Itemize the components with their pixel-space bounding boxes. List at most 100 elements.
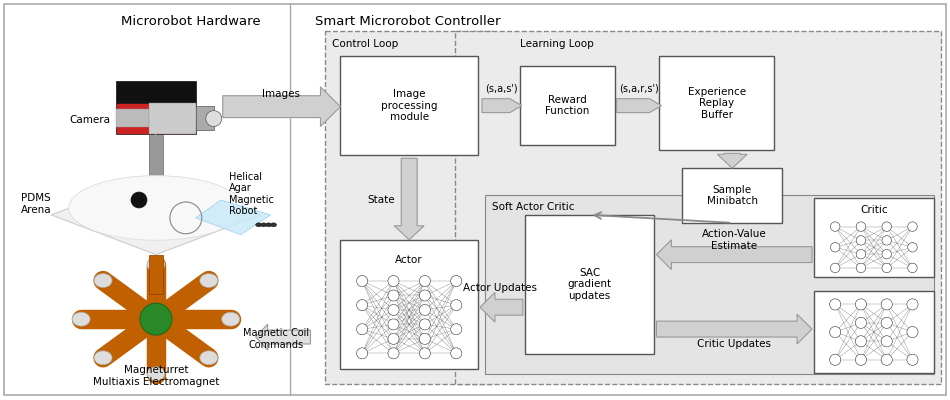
Circle shape [882,263,891,273]
Bar [149,103,196,134]
Circle shape [881,299,892,310]
Circle shape [419,319,430,330]
Ellipse shape [260,223,267,227]
Circle shape [388,319,399,330]
Circle shape [856,222,865,231]
Ellipse shape [221,312,239,326]
Circle shape [829,299,841,310]
Circle shape [388,333,399,344]
Text: Magneturret
Multiaxis Electromagnet: Magneturret Multiaxis Electromagnet [93,365,219,387]
Bar [455,31,940,384]
Ellipse shape [68,176,243,240]
Polygon shape [51,175,260,255]
Circle shape [881,354,892,365]
Bar [156,103,196,134]
Circle shape [388,304,399,316]
Bar [196,106,214,130]
Circle shape [356,348,368,359]
Circle shape [907,299,918,310]
Text: Learning Loop: Learning Loop [520,39,594,49]
Ellipse shape [72,312,90,326]
Text: Sample
Minibatch: Sample Minibatch [707,185,758,206]
Polygon shape [480,292,522,322]
Text: Microrobot Hardware: Microrobot Hardware [121,15,260,28]
Circle shape [450,300,462,311]
Text: Magnetic Coil
Commands: Magnetic Coil Commands [242,328,309,350]
Polygon shape [656,314,812,344]
Text: Soft Actor Critic: Soft Actor Critic [492,202,575,212]
Ellipse shape [140,303,172,335]
Ellipse shape [200,351,218,365]
Text: Action-Value
Estimate: Action-Value Estimate [702,229,767,250]
Circle shape [388,276,399,286]
Text: Critic Updates: Critic Updates [697,339,771,349]
Polygon shape [256,324,311,350]
Circle shape [419,304,430,316]
Text: Camera: Camera [69,114,110,124]
Circle shape [206,111,221,126]
Bar [149,130,162,195]
Circle shape [450,348,462,359]
Circle shape [450,276,462,286]
Text: Actor Updates: Actor Updates [463,283,537,293]
Ellipse shape [147,258,165,272]
Circle shape [855,317,866,328]
Circle shape [356,300,368,311]
Circle shape [882,236,891,245]
Ellipse shape [271,223,276,227]
Circle shape [131,192,147,208]
Circle shape [830,242,840,252]
Circle shape [450,324,462,335]
Bar [524,215,655,354]
Text: SAC
gradient
updates: SAC gradient updates [567,268,612,301]
Bar [116,109,196,126]
Polygon shape [717,153,748,168]
Circle shape [856,236,865,245]
Bar [814,198,934,278]
Circle shape [907,326,918,338]
Ellipse shape [256,223,261,227]
Text: (s,a,r,s'): (s,a,r,s') [618,84,658,94]
Bar [659,56,774,150]
Polygon shape [196,200,271,235]
Text: State: State [368,195,395,205]
Circle shape [881,317,892,328]
Circle shape [829,354,841,365]
Circle shape [907,354,918,365]
Polygon shape [394,158,424,240]
Text: Reward
Function: Reward Function [545,95,589,116]
Bar [116,81,196,103]
Circle shape [882,250,891,259]
Circle shape [907,263,918,273]
Circle shape [388,348,399,359]
Text: Image
processing
module: Image processing module [381,89,437,122]
Circle shape [830,263,840,273]
Circle shape [882,222,891,231]
Circle shape [830,222,840,231]
Polygon shape [617,99,661,113]
Ellipse shape [94,351,112,365]
Text: Helical
Agar
Magnetic
Robot: Helical Agar Magnetic Robot [229,172,274,216]
Circle shape [855,336,866,347]
Polygon shape [222,87,340,126]
Bar [340,240,478,369]
Ellipse shape [94,274,112,288]
Bar [520,66,615,145]
Text: PDMS
Arena: PDMS Arena [21,193,52,215]
Text: (s,a,s'): (s,a,s') [485,84,519,94]
Circle shape [907,242,918,252]
Bar [682,168,782,223]
Bar [814,291,934,373]
Circle shape [856,263,865,273]
Circle shape [856,250,865,259]
Circle shape [419,290,430,301]
Bar [149,255,162,294]
Bar [340,56,478,155]
Circle shape [855,354,866,365]
Circle shape [388,290,399,301]
Polygon shape [656,240,812,270]
Circle shape [356,324,368,335]
Bar [484,195,934,374]
Circle shape [419,276,430,286]
Circle shape [881,336,892,347]
